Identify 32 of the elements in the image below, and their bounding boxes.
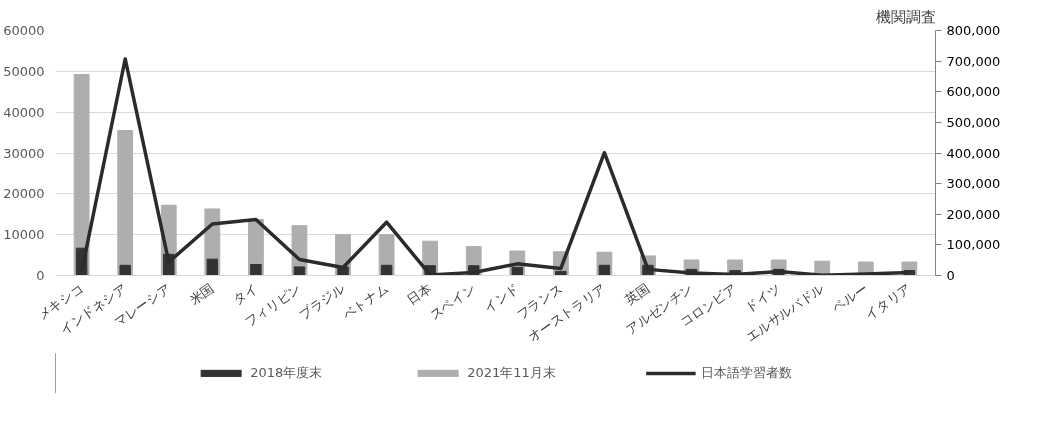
bar [598, 264, 611, 276]
y-tick-label: 40000 [3, 104, 45, 120]
y-tick-label: 10000 [3, 227, 45, 243]
y-tick-label: 20000 [3, 186, 45, 202]
legend-label: 日本語学習者数 [700, 364, 792, 382]
legend-label: 2021年11月末 [467, 364, 556, 382]
y-tick-label: 60000 [3, 23, 45, 38]
y2-tick-label: 300,000 [946, 176, 1001, 192]
legend-label: 2018年度末 [250, 364, 323, 382]
y2-tick-label: 0 [946, 268, 955, 283]
y2-tick-label: 500,000 [946, 114, 1001, 130]
x-tick-label: タイ [230, 280, 261, 308]
bar [293, 266, 306, 276]
y2-tick-label: 600,000 [946, 84, 1001, 100]
y2-tick-label: 100,000 [946, 237, 1001, 253]
line-series [79, 57, 912, 276]
bar [250, 263, 262, 276]
x-tick-label: 英国 [622, 280, 653, 308]
bar [206, 258, 219, 276]
y-tick-label: 0 [36, 268, 45, 283]
y2-tick-label: 700,000 [946, 53, 1001, 69]
bar [380, 264, 393, 276]
y-tick-label: 50000 [3, 63, 45, 79]
y2-tick-label: 400,000 [946, 145, 1001, 161]
y2-axis-title: 機関調査 [875, 7, 936, 26]
y-tick-label: 30000 [3, 145, 45, 161]
bar [117, 130, 134, 276]
y2-tick-label: 200,000 [946, 206, 1001, 222]
x-tick-label: 日本 [404, 280, 435, 308]
x-tick-label: 米国 [186, 280, 217, 308]
y2-tick-label: 800,000 [946, 23, 1001, 38]
bar [119, 264, 131, 276]
